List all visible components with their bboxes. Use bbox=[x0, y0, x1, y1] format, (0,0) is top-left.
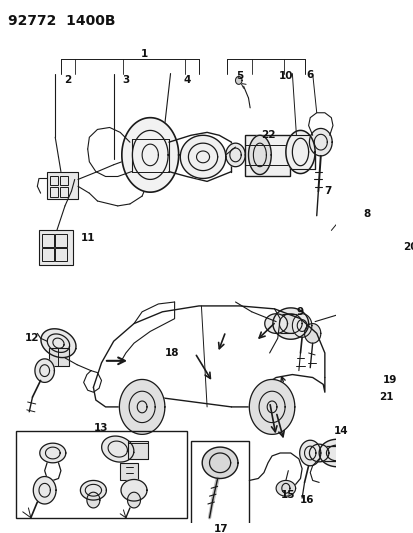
Polygon shape bbox=[249, 379, 294, 434]
Polygon shape bbox=[275, 480, 295, 496]
Text: 10: 10 bbox=[278, 71, 292, 82]
Text: 2: 2 bbox=[64, 75, 72, 85]
Polygon shape bbox=[202, 447, 237, 479]
Text: 14: 14 bbox=[333, 426, 348, 437]
Bar bbox=[120, 463, 138, 480]
Text: 15: 15 bbox=[280, 490, 295, 500]
Text: 92772  1400B: 92772 1400B bbox=[8, 14, 115, 28]
Polygon shape bbox=[121, 480, 147, 501]
Polygon shape bbox=[309, 128, 331, 156]
Polygon shape bbox=[285, 131, 314, 174]
Text: 18: 18 bbox=[164, 348, 179, 358]
Text: 20: 20 bbox=[402, 242, 413, 252]
Bar bbox=[47, 172, 78, 199]
Bar bbox=[50, 187, 58, 197]
Polygon shape bbox=[119, 379, 164, 434]
Bar bbox=[60, 187, 68, 197]
Polygon shape bbox=[299, 440, 320, 466]
Bar bbox=[128, 441, 147, 459]
Polygon shape bbox=[235, 76, 242, 84]
Bar bbox=[387, 382, 407, 400]
Text: 13: 13 bbox=[93, 424, 108, 433]
Polygon shape bbox=[87, 492, 100, 508]
Polygon shape bbox=[41, 329, 76, 358]
Text: 3: 3 bbox=[122, 75, 129, 85]
Polygon shape bbox=[180, 135, 225, 179]
Polygon shape bbox=[35, 359, 54, 382]
Text: 5: 5 bbox=[235, 71, 242, 82]
Polygon shape bbox=[127, 492, 140, 508]
Polygon shape bbox=[349, 442, 372, 470]
Polygon shape bbox=[121, 118, 178, 192]
Text: 6: 6 bbox=[306, 69, 313, 79]
Polygon shape bbox=[292, 314, 311, 337]
Polygon shape bbox=[40, 443, 66, 463]
Text: 12: 12 bbox=[25, 333, 40, 343]
Bar bbox=[55, 248, 66, 261]
Text: 16: 16 bbox=[299, 495, 313, 505]
Text: 19: 19 bbox=[382, 375, 396, 385]
Bar bbox=[190, 441, 249, 528]
Text: 22: 22 bbox=[260, 130, 275, 140]
Text: 21: 21 bbox=[378, 392, 393, 402]
Text: 1: 1 bbox=[140, 49, 148, 59]
Text: 4: 4 bbox=[183, 75, 190, 85]
Polygon shape bbox=[102, 436, 133, 462]
Polygon shape bbox=[318, 439, 354, 467]
Bar bbox=[404, 255, 413, 300]
Polygon shape bbox=[248, 135, 271, 174]
Bar bbox=[49, 348, 69, 366]
Text: 8: 8 bbox=[363, 209, 370, 219]
Bar bbox=[55, 235, 66, 247]
Text: 7: 7 bbox=[324, 186, 331, 196]
Bar bbox=[42, 248, 53, 261]
Bar bbox=[50, 175, 58, 185]
Bar bbox=[244, 135, 289, 176]
Bar bbox=[60, 175, 68, 185]
Bar bbox=[16, 431, 186, 518]
Polygon shape bbox=[304, 324, 320, 343]
Bar bbox=[275, 314, 305, 333]
Polygon shape bbox=[80, 480, 106, 500]
Polygon shape bbox=[309, 444, 328, 462]
Text: 17: 17 bbox=[213, 524, 228, 533]
Bar bbox=[39, 230, 73, 265]
Text: 9: 9 bbox=[296, 307, 303, 317]
Text: 11: 11 bbox=[80, 233, 95, 243]
Polygon shape bbox=[225, 143, 244, 167]
Polygon shape bbox=[272, 308, 308, 339]
Polygon shape bbox=[33, 477, 56, 504]
Polygon shape bbox=[264, 314, 287, 333]
Bar bbox=[42, 235, 53, 247]
